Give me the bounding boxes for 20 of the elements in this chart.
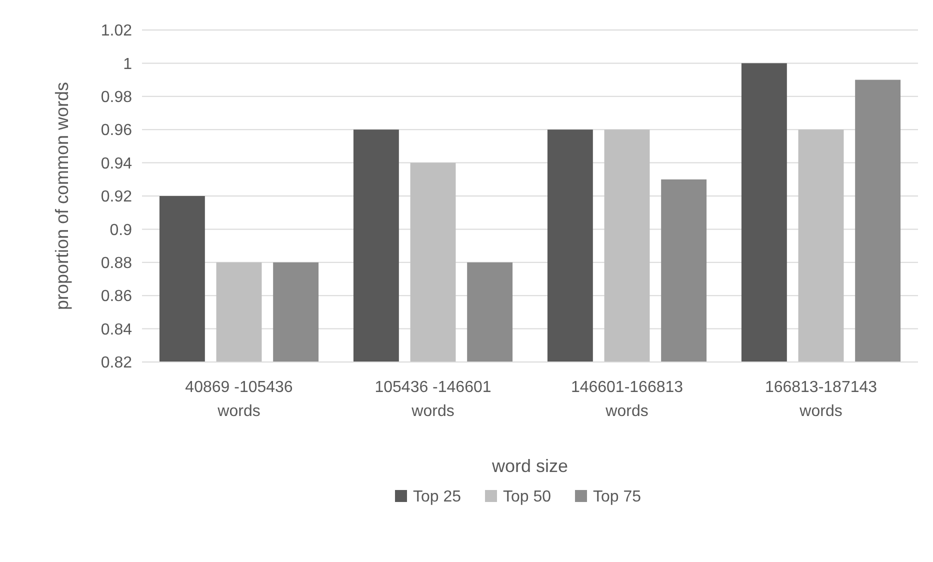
x-axis-title: word size [490, 456, 568, 476]
y-axis-title: proportion of common words [52, 82, 72, 310]
x-tick-label: 146601-166813 words [570, 379, 684, 420]
x-tick-label: 166813-187143 words [764, 379, 878, 420]
y-tick-label: 0.88 [100, 255, 132, 272]
y-tick-label: 0.96 [100, 122, 132, 140]
y-tick-label: 0.86 [100, 288, 132, 306]
x-tick-label: 40869 -105436 words [185, 379, 293, 420]
y-tick-label: 0.94 [100, 155, 132, 172]
y-tick-label: 1 [123, 56, 132, 73]
y-tick-label: 0.82 [100, 354, 132, 372]
legend-label: Top 75 [593, 488, 642, 506]
y-tick-label: 0.98 [100, 89, 132, 106]
y-tick-label: 0.84 [100, 321, 132, 338]
legend-label: Top 50 [503, 488, 552, 506]
legend-label: Top 25 [413, 488, 462, 506]
y-tick-label: 0.92 [100, 188, 132, 206]
x-tick-label: 105436 -146601 words [374, 379, 492, 420]
y-tick-label: 1.02 [100, 22, 132, 40]
y-tick-label: 0.9 [110, 222, 132, 239]
